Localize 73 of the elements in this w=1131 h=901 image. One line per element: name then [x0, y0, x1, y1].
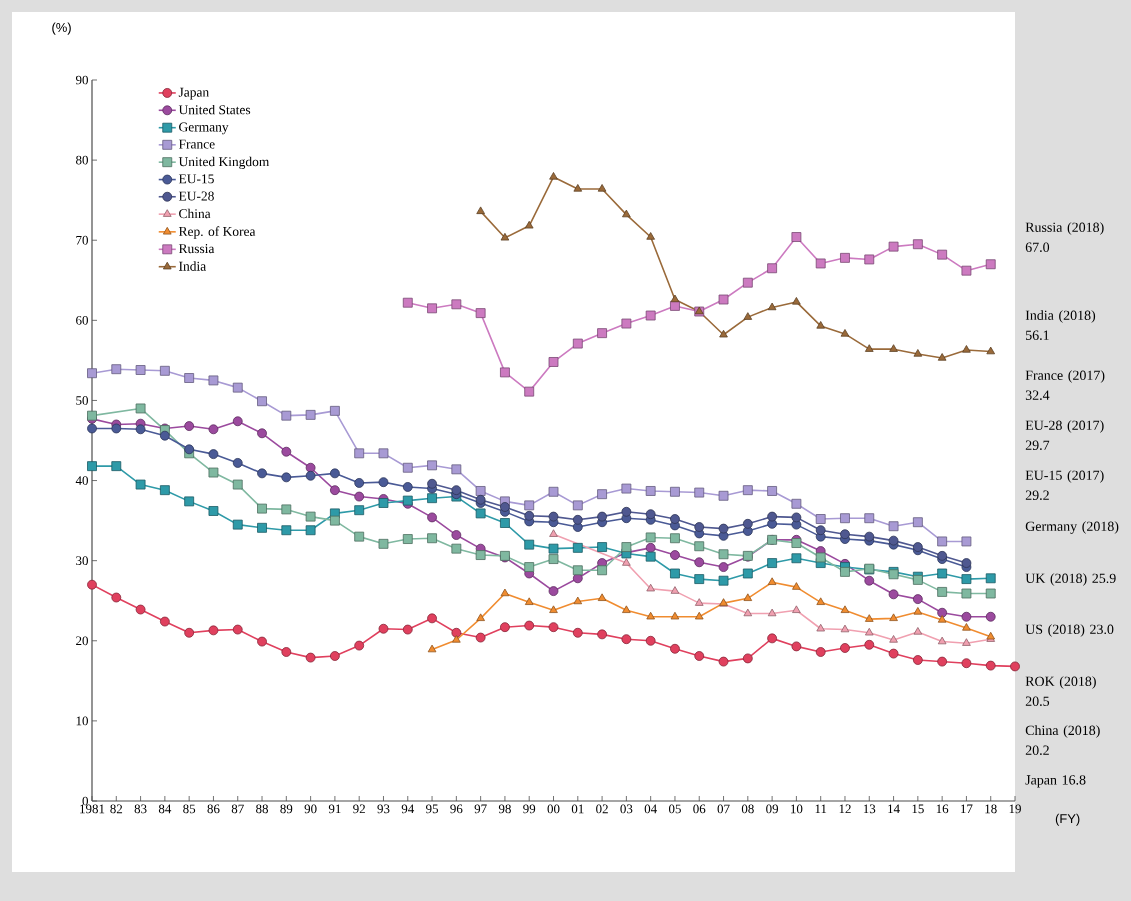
legend-label: Japan [178, 87, 209, 100]
x-tick-label: 13 [863, 804, 876, 814]
y-tick-label: 60 [76, 315, 88, 325]
legend-label: EU-28 [178, 191, 214, 201]
x-tick-label: 95 [426, 804, 439, 814]
x-tick-label: 1981 [80, 804, 105, 814]
text: UK (2018) 25.9 [1025, 573, 1116, 586]
y-axis-title: (%) [52, 22, 71, 35]
text: EU-28 (2017) 29.7 [1025, 420, 1104, 450]
x-tick-label: 14 [888, 804, 900, 814]
x-tick-label: 19 [1009, 804, 1021, 814]
x-tick-label: 99 [523, 804, 536, 814]
x-tick-label: 82 [110, 804, 123, 814]
x-tick-label: 97 [474, 804, 487, 814]
x-tick-label: 08 [741, 804, 754, 814]
text: Japan 16.8 [1025, 775, 1086, 788]
x-tick-label: 01 [571, 804, 584, 814]
text: ROK (2018) 20.5 [1025, 676, 1096, 706]
x-tick-label: 16 [936, 804, 949, 814]
text: EU-15 (2017) 29.2 [1025, 470, 1104, 500]
x-tick-label: 93 [377, 804, 390, 814]
y-tick-label: 50 [76, 396, 88, 405]
x-tick-label: 09 [766, 804, 779, 814]
legend-label: United States [178, 104, 251, 115]
legend-label: France [178, 139, 215, 149]
x-axis-title: (FY) [1055, 813, 1080, 826]
y-tick-label: 40 [75, 476, 88, 485]
x-tick-label: 83 [134, 804, 147, 814]
x-tick-label: 03 [620, 804, 633, 814]
text: Germany (2018) [1025, 521, 1119, 534]
x-tick-label: 15 [912, 804, 924, 814]
text: India (2018) 56.1 [1025, 310, 1096, 340]
x-tick-label: 00 [547, 804, 560, 814]
x-tick-label: 98 [498, 804, 511, 814]
x-tick-label: 89 [280, 804, 293, 814]
y-tick-label: 0 [82, 796, 88, 806]
x-tick-label: 87 [231, 804, 244, 814]
x-tick-label: 96 [450, 804, 463, 814]
legend-label: United Kingdom [178, 156, 270, 169]
x-tick-label: 18 [985, 804, 997, 814]
y-tick-label: 10 [76, 716, 88, 726]
legend-label: Russia [178, 244, 215, 254]
x-tick-label: 94 [401, 804, 415, 814]
legend-label: EU-15 [178, 174, 214, 184]
x-tick-label: 86 [207, 804, 220, 814]
x-tick-label: 11 [815, 804, 827, 814]
x-tick-label: 04 [644, 804, 657, 814]
x-tick-label: 85 [183, 804, 196, 814]
text: China (2018) 20.2 [1025, 725, 1100, 755]
x-tick-label: 17 [961, 804, 973, 814]
text: France (2017) 32.4 [1025, 370, 1105, 400]
legend-label: Germany [179, 122, 229, 135]
text: US (2018) 23.0 [1025, 624, 1114, 637]
x-tick-label: 07 [717, 804, 730, 814]
legend-label: Rep. of Korea [178, 226, 256, 239]
y-tick-label: 30 [76, 556, 88, 566]
y-tick-label: 70 [76, 235, 88, 245]
x-tick-label: 84 [158, 804, 172, 814]
y-tick-label: 80 [76, 155, 88, 165]
x-tick-label: 06 [693, 804, 706, 814]
x-tick-label: 90 [304, 804, 317, 814]
y-tick-label: 90 [75, 75, 88, 85]
x-tick-label: 05 [668, 804, 681, 814]
x-tick-label: 88 [256, 804, 269, 814]
text: Russia (2018) 67.0 [1025, 222, 1104, 252]
x-tick-label: 12 [839, 804, 851, 814]
x-tick-label: 10 [791, 804, 803, 814]
y-tick-label: 20 [76, 636, 88, 646]
x-tick-label: 91 [328, 804, 341, 814]
legend-label: India [179, 261, 206, 271]
x-tick-label: 02 [596, 804, 608, 814]
x-tick-label: 92 [353, 804, 365, 814]
legend-label: China [179, 208, 211, 219]
